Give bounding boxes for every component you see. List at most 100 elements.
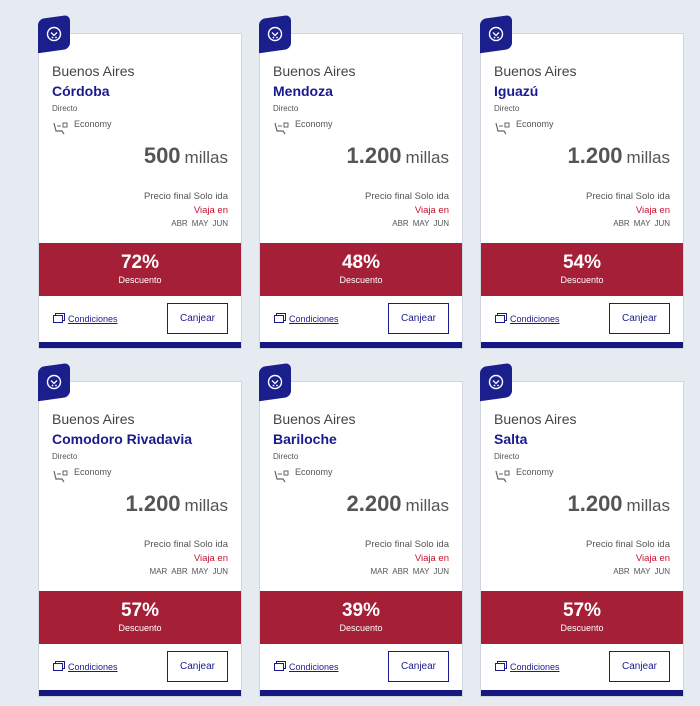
travel-month: ABR [613, 219, 630, 228]
redeem-button[interactable]: Canjear [388, 303, 449, 334]
final-price-label: Precio final Solo ida [365, 191, 449, 202]
travel-label: Viaja en [193, 553, 228, 564]
final-price-label: Precio final Solo ida [365, 539, 449, 550]
conditions-label: Condiciones [68, 662, 118, 672]
offer-badge-icon [38, 14, 70, 54]
seat-icon [494, 469, 510, 488]
cabin-class: Economy [516, 119, 554, 129]
redeem-button[interactable]: Canjear [609, 303, 670, 334]
offer-card[interactable]: Buenos Aires Comodoro Rivadavia Directo … [38, 362, 242, 697]
cabin-class: Economy [295, 467, 333, 477]
travel-month: MAY [412, 567, 430, 576]
travel-month: JUN [212, 219, 228, 228]
conditions-label: Condiciones [510, 314, 560, 324]
discount-label: Descuento [118, 275, 162, 285]
price-value: 1.200 [125, 491, 181, 516]
discount-percent: 72% [120, 252, 160, 273]
offer-card[interactable]: Buenos Aires Bariloche Directo Economy 2… [259, 362, 463, 697]
offer-badge-icon [259, 14, 291, 54]
price-unit: millas [405, 496, 449, 515]
flight-type: Directo [273, 452, 299, 461]
redeem-button[interactable]: Canjear [167, 651, 228, 682]
travel-months: ABR MAY JUN [609, 567, 670, 576]
conditions-icon [274, 661, 286, 673]
discount-label: Descuento [118, 623, 162, 633]
travel-month: MAR [370, 567, 389, 576]
price-unit: millas [184, 496, 228, 515]
origin-city: Buenos Aires [273, 411, 356, 427]
conditions-icon [53, 661, 65, 673]
seat-icon [273, 469, 289, 488]
discount-percent: 57% [120, 600, 160, 621]
conditions-link[interactable]: Condiciones [53, 661, 118, 673]
redeem-button[interactable]: Canjear [167, 303, 228, 334]
discount-band: 57% Descuento [481, 591, 683, 644]
travel-month: JUN [654, 567, 670, 576]
offer-card[interactable]: Buenos Aires Salta Directo Economy 1.200… [480, 362, 684, 697]
flight-type: Directo [52, 452, 78, 461]
price-unit: millas [626, 148, 670, 167]
conditions-link[interactable]: Condiciones [495, 661, 560, 673]
origin-city: Buenos Aires [273, 63, 356, 79]
redeem-button[interactable]: Canjear [388, 651, 449, 682]
offer-badge-icon [38, 362, 70, 402]
price-value: 1.200 [346, 143, 402, 168]
travel-months: ABR MAY JUN [167, 219, 228, 228]
conditions-label: Condiciones [510, 662, 560, 672]
price-value: 2.200 [346, 491, 402, 516]
travel-label: Viaja en [414, 553, 449, 564]
seat-icon [52, 121, 68, 140]
travel-month: MAY [412, 219, 430, 228]
flight-type: Directo [494, 452, 520, 461]
flight-type: Directo [52, 104, 78, 113]
price: 1.200 millas [567, 143, 670, 169]
seat-icon [52, 469, 68, 488]
discount-percent: 48% [341, 252, 381, 273]
card-bottom-bar [39, 690, 241, 696]
discount-band: 57% Descuento [39, 591, 241, 644]
cabin-class: Economy [516, 467, 554, 477]
final-price-label: Precio final Solo ida [144, 191, 228, 202]
travel-month: MAY [191, 219, 209, 228]
destination-city: Comodoro Rivadavia [52, 431, 193, 447]
travel-month: MAY [191, 567, 209, 576]
travel-months: MAR ABR MAY JUN [145, 567, 228, 576]
discount-label: Descuento [339, 275, 383, 285]
cabin-class: Economy [74, 119, 112, 129]
price-unit: millas [626, 496, 670, 515]
travel-label: Viaja en [635, 205, 670, 216]
conditions-link[interactable]: Condiciones [53, 313, 118, 325]
offer-card[interactable]: Buenos Aires Iguazú Directo Economy 1.20… [480, 14, 684, 349]
price-unit: millas [405, 148, 449, 167]
offer-badge-icon [480, 14, 512, 54]
redeem-button[interactable]: Canjear [609, 651, 670, 682]
travel-months: ABR MAY JUN [388, 219, 449, 228]
travel-month: JUN [433, 219, 449, 228]
offer-card[interactable]: Buenos Aires Mendoza Directo Economy 1.2… [259, 14, 463, 349]
destination-city: Salta [494, 431, 528, 447]
offer-badge-icon [480, 362, 512, 402]
cabin-class: Economy [295, 119, 333, 129]
card-bottom-bar [260, 690, 462, 696]
price: 1.200 millas [125, 491, 228, 517]
offer-card[interactable]: Buenos Aires Córdoba Directo Economy 500… [38, 14, 242, 349]
travel-month: MAR [149, 567, 168, 576]
price: 2.200 millas [346, 491, 449, 517]
seat-icon [494, 121, 510, 140]
travel-label: Viaja en [414, 205, 449, 216]
travel-months: MAR ABR MAY JUN [366, 567, 449, 576]
cabin-class: Economy [74, 467, 112, 477]
travel-month: MAY [633, 219, 651, 228]
card-bottom-bar [260, 342, 462, 348]
final-price-label: Precio final Solo ida [586, 191, 670, 202]
conditions-link[interactable]: Condiciones [495, 313, 560, 325]
conditions-link[interactable]: Condiciones [274, 313, 339, 325]
card-bottom-bar [481, 342, 683, 348]
conditions-link[interactable]: Condiciones [274, 661, 339, 673]
conditions-label: Condiciones [289, 662, 339, 672]
discount-label: Descuento [560, 623, 604, 633]
price-value: 1.200 [567, 491, 623, 516]
travel-month: ABR [171, 567, 188, 576]
conditions-icon [495, 661, 507, 673]
travel-month: JUN [433, 567, 449, 576]
